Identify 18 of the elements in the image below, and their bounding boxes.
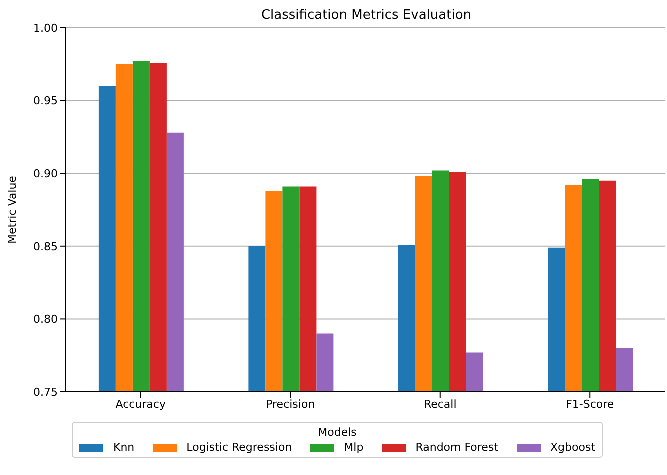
legend-label: Random Forest	[416, 441, 498, 454]
legend-label: Mlp	[344, 441, 364, 454]
x-tick-label: Accuracy	[116, 398, 166, 411]
y-tick-label: 0.75	[34, 386, 58, 399]
x-tick-label: Precision	[266, 398, 316, 411]
legend-label: Xgboost	[550, 441, 596, 454]
y-tick-label: 0.80	[34, 313, 58, 326]
y-tick-label: 1.00	[34, 22, 58, 35]
y-tick-label: 0.85	[34, 240, 58, 254]
legend-label: Knn	[113, 441, 135, 454]
x-tick-label: F1-Score	[566, 398, 614, 411]
y-tick-label: 0.95	[34, 94, 58, 108]
chart-title: Classification Metrics Evaluation	[260, 8, 473, 23]
legend-title: Models	[317, 426, 358, 439]
legend-label: Logistic Regression	[186, 441, 292, 454]
y-tick-label: 0.90	[34, 168, 58, 181]
y-axis-title: Metric Value	[6, 176, 19, 244]
x-tick-label: Recall	[424, 398, 457, 411]
